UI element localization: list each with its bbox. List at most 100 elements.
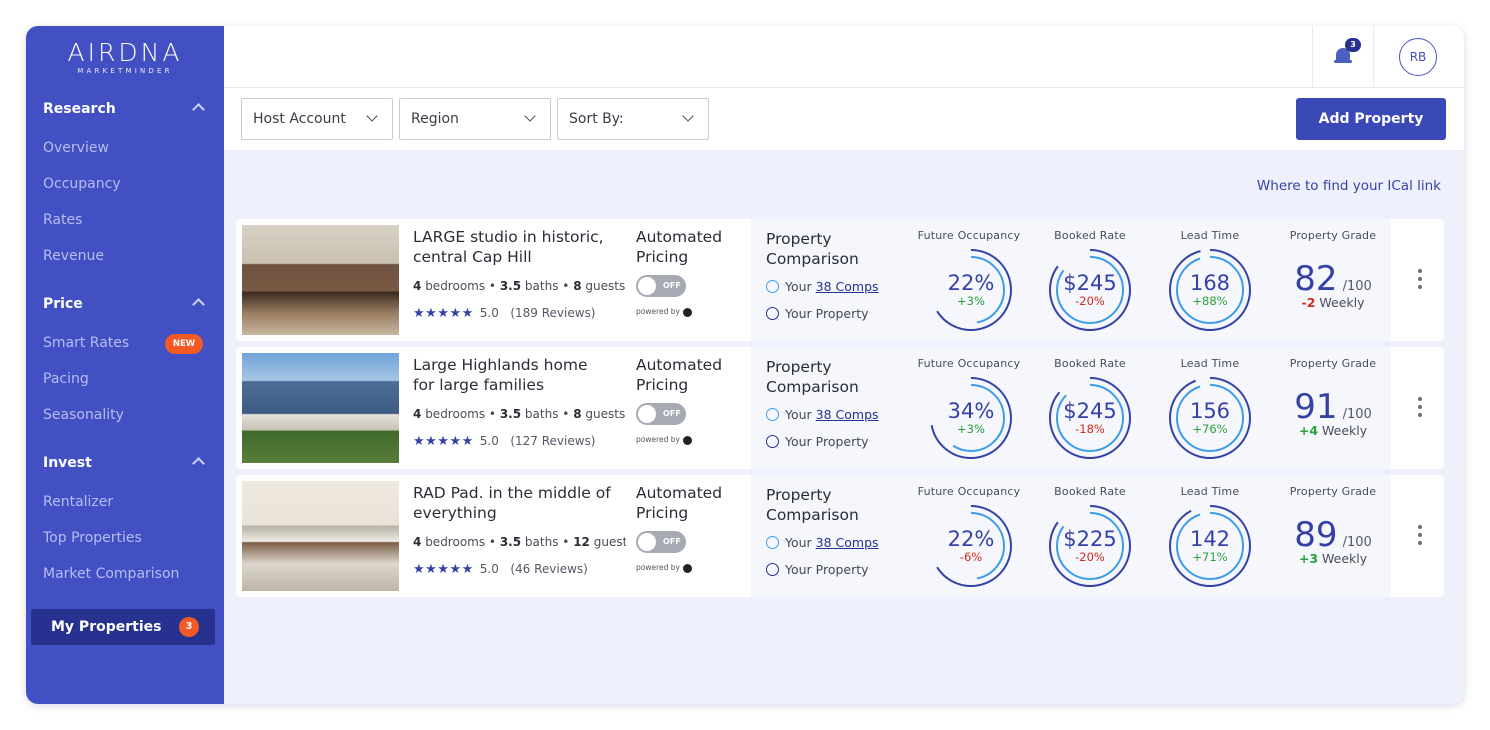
lead-time-gauge: 142 +71%: [1167, 503, 1253, 589]
property-grade-label: Property Grade: [1289, 357, 1377, 370]
booked-rate-label: Booked Rate: [1054, 357, 1126, 370]
property-title[interactable]: RAD Pad. in the middle of everything: [413, 484, 611, 522]
collapse-price-icon[interactable]: [192, 298, 205, 311]
booked-rate-gauge: $225 -20%: [1047, 503, 1133, 589]
partner-logo-icon: [682, 435, 692, 445]
lead-time-change: +88%: [1192, 294, 1228, 308]
avatar[interactable]: RB: [1399, 38, 1437, 76]
region-select[interactable]: Region: [399, 98, 551, 140]
comps-option[interactable]: Your 38 Comps: [766, 535, 879, 550]
more-options-icon[interactable]: [1417, 525, 1423, 549]
property-rating: ★★★★★ 5.0 (189 Reviews): [413, 306, 596, 321]
your-property-option[interactable]: Your Property: [766, 562, 869, 577]
comps-link[interactable]: 38 Comps: [815, 407, 879, 422]
automated-pricing: Automated Pricing OFF powered by: [626, 219, 734, 329]
ical-link[interactable]: Where to find your ICal link: [1256, 178, 1441, 194]
sidebar-item-revenue[interactable]: Revenue: [43, 248, 104, 264]
occupancy-change: +3%: [957, 422, 985, 436]
my-properties-count: 3: [179, 617, 199, 637]
sidebar-section-price[interactable]: Price: [43, 296, 83, 312]
occupancy-gauge: 22% +3%: [928, 247, 1014, 333]
booked-rate-change: -20%: [1075, 294, 1105, 308]
sidebar-section-invest[interactable]: Invest: [43, 455, 92, 471]
chevron-down-icon: [366, 110, 378, 122]
property-rating: ★★★★★ 5.0 (127 Reviews): [413, 434, 596, 449]
sidebar-item-my-properties[interactable]: My Properties 3: [31, 609, 215, 645]
comparison-title: Property Comparison: [766, 230, 859, 268]
property-photo[interactable]: [242, 225, 399, 335]
sidebar-item-top-properties[interactable]: Top Properties: [43, 530, 142, 546]
automated-pricing-toggle[interactable]: OFF: [636, 403, 686, 425]
sidebar-item-rentalizer[interactable]: Rentalizer: [43, 494, 114, 510]
powered-by: powered by: [636, 563, 692, 573]
grade-value: 91: [1294, 387, 1338, 427]
add-property-button[interactable]: Add Property: [1296, 98, 1446, 140]
property-meta: 4 bedrooms • 3.5 baths • 8 guests: [413, 407, 626, 421]
comparison-panel: Property Comparison Your 38 Comps Your Prop…: [751, 475, 1391, 597]
automated-pricing-toggle[interactable]: OFF: [636, 531, 686, 553]
occupancy-gauge: 34% +3%: [928, 375, 1014, 461]
radio-icon: [766, 307, 779, 320]
sidebar-item-pacing[interactable]: Pacing: [43, 371, 89, 387]
collapse-invest-icon[interactable]: [192, 457, 205, 470]
top-header: 3 RB: [224, 26, 1464, 88]
occupancy-change: -6%: [959, 550, 983, 564]
sidebar-section-research[interactable]: Research: [43, 101, 116, 117]
lead-time-gauge: 168 +88%: [1167, 247, 1253, 333]
property-card[interactable]: RAD Pad. in the middle of everything 4 bed…: [236, 475, 1444, 597]
radio-icon: [766, 408, 779, 421]
sidebar-item-market-comparison[interactable]: Market Comparison: [43, 566, 180, 582]
property-title[interactable]: LARGE studio in historic, central Cap Hil…: [413, 228, 604, 266]
your-property-option[interactable]: Your Property: [766, 434, 869, 449]
chevron-down-icon: [524, 110, 536, 122]
booked-rate-value: $245: [1063, 271, 1117, 295]
app-frame: AIRDNA MARKETMINDER Research Overview Oc…: [26, 26, 1464, 704]
bell-icon: [1334, 48, 1352, 63]
stars-icon: ★★★★★: [413, 562, 474, 577]
comps-option[interactable]: Your 38 Comps: [766, 407, 879, 422]
new-badge: NEW: [165, 334, 203, 354]
radio-icon: [766, 563, 779, 576]
sidebar-item-occupancy[interactable]: Occupancy: [43, 176, 121, 192]
sidebar-item-smart-rates[interactable]: Smart Rates: [43, 335, 130, 351]
property-photo[interactable]: [242, 353, 399, 463]
booked-rate-value: $225: [1063, 527, 1117, 551]
filter-bar: Host Account Region Sort By: Add Propert…: [224, 88, 1464, 151]
booked-rate-value: $245: [1063, 399, 1117, 423]
lead-time-value: 156: [1189, 399, 1231, 423]
chevron-down-icon: [682, 110, 694, 122]
radio-icon: [766, 536, 779, 549]
host-account-select[interactable]: Host Account: [241, 98, 393, 140]
sort-select[interactable]: Sort By:: [557, 98, 709, 140]
collapse-research-icon[interactable]: [192, 103, 205, 116]
sidebar-item-overview[interactable]: Overview: [43, 140, 109, 156]
property-photo[interactable]: [242, 481, 399, 591]
property-title[interactable]: Large Highlands home for large families: [413, 356, 588, 394]
occupancy-label: Future Occupancy: [917, 229, 1021, 242]
powered-by: powered by: [636, 307, 692, 317]
property-card[interactable]: Large Highlands home for large families 4 …: [236, 347, 1444, 469]
notification-count: 3: [1345, 38, 1361, 52]
more-options-icon[interactable]: [1417, 397, 1423, 421]
sidebar: AIRDNA MARKETMINDER Research Overview Oc…: [26, 26, 224, 704]
grade-value: 89: [1294, 515, 1338, 555]
powered-by: powered by: [636, 435, 692, 445]
booked-rate-label: Booked Rate: [1054, 229, 1126, 242]
automated-pricing-toggle[interactable]: OFF: [636, 275, 686, 297]
lead-time-value: 142: [1189, 527, 1231, 551]
automated-pricing: Automated Pricing OFF powered by: [626, 347, 734, 457]
logo[interactable]: AIRDNA MARKETMINDER: [67, 38, 183, 75]
sidebar-item-seasonality[interactable]: Seasonality: [43, 407, 124, 423]
radio-icon: [766, 435, 779, 448]
sidebar-item-rates[interactable]: Rates: [43, 212, 83, 228]
property-meta: 4 bedrooms • 3.5 baths • 12 guests: [413, 535, 634, 549]
notifications-button[interactable]: 3: [1312, 26, 1374, 88]
more-options-icon[interactable]: [1417, 269, 1423, 293]
comps-option[interactable]: Your 38 Comps: [766, 279, 879, 294]
property-card[interactable]: LARGE studio in historic, central Cap Hil…: [236, 219, 1444, 341]
my-properties-label: My Properties: [51, 619, 162, 635]
your-property-option[interactable]: Your Property: [766, 306, 869, 321]
comps-link[interactable]: 38 Comps: [815, 279, 879, 294]
comps-link[interactable]: 38 Comps: [815, 535, 879, 550]
occupancy-gauge: 22% -6%: [928, 503, 1014, 589]
